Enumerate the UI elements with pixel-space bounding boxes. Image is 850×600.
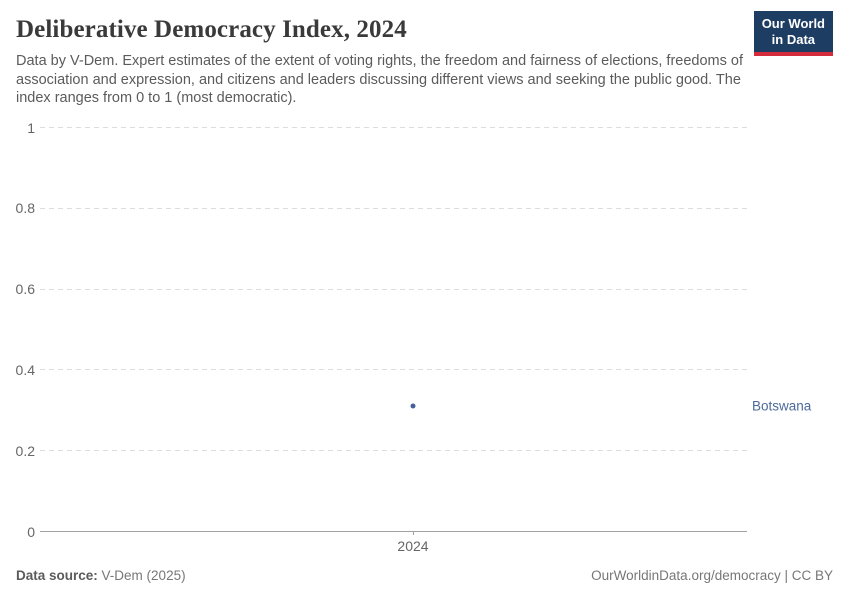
y-tick-label: 0.2 (15, 442, 35, 459)
data-source-value: V-Dem (2025) (101, 568, 186, 583)
chart-title: Deliberative Democracy Index, 2024 (16, 16, 407, 43)
chart-subtitle: Data by V-Dem. Expert estimates of the e… (16, 53, 743, 107)
x-axis-line (40, 531, 747, 532)
chart-footer: Data source: V-Dem (2025) OurWorldinData… (16, 568, 833, 583)
y-tick-label: 1 (27, 119, 35, 136)
gridline (40, 369, 747, 371)
y-tick-label: 0.4 (15, 361, 35, 378)
owid-logo-line1: Our World (761, 16, 825, 31)
data-point-botswana[interactable] (410, 403, 416, 409)
y-tick-label: 0 (27, 523, 35, 540)
x-tick-mark (413, 531, 414, 535)
entity-label-botswana[interactable]: Botswana (752, 398, 812, 414)
x-tick-label: 2024 (397, 538, 429, 554)
gridline (40, 127, 747, 128)
data-source-label: Data source: (16, 568, 98, 583)
gridline (40, 450, 747, 452)
y-tick-label: 0.6 (15, 281, 35, 298)
credit-note: OurWorldinData.org/democracy | CC BY (591, 568, 833, 583)
gridline (40, 207, 747, 209)
owid-logo: Our World in Data (753, 11, 833, 56)
owid-logo-line2: in Data (771, 32, 816, 47)
gridline (40, 288, 747, 290)
y-tick-label: 0.8 (15, 200, 35, 217)
data-source-note: Data source: V-Dem (2025) (16, 568, 186, 583)
